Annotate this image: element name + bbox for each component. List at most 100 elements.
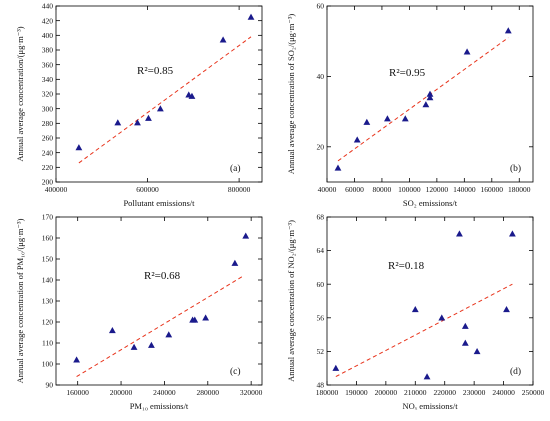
panel-4-y-tick-label: 48 [317, 381, 325, 390]
panel-2-x-tick-label: 100000 [398, 185, 421, 194]
panel-3-y-axis-title: Annual average concentration of PM₁₀/(μg… [15, 218, 25, 383]
panel-2-data-point [426, 94, 434, 101]
panel-3-data-point [165, 331, 173, 338]
panel-3-panel-label: (c) [230, 366, 241, 377]
panel-2-y-tick-label: 20 [317, 142, 325, 151]
panel-2-data-point [426, 90, 434, 97]
panel-2-plot-frame [326, 5, 534, 183]
panel-3-y-tick-label: 100 [42, 360, 54, 369]
panel-4-y-tick-label: 64 [317, 246, 325, 255]
panel-3-y-tick-label: 130 [42, 297, 54, 306]
panel-4-x-tick-label: 200000 [375, 388, 398, 397]
panel-1-data-point [134, 119, 141, 126]
panel-3-y-tick-label: 170 [42, 213, 54, 222]
panel-3-y-tick-label: 90 [46, 381, 54, 390]
panel-3-data-point [108, 327, 116, 334]
panel-1-y-tick-label: 440 [42, 2, 54, 11]
panel-2-x-tick-label: 80000 [373, 185, 392, 194]
panel-4-y-tick-label: 68 [317, 213, 325, 222]
panel-1-r2-annotation: R²=0.85 [137, 65, 174, 77]
panel-3-y-tick-label: 150 [42, 255, 54, 264]
panel-4-data-point [461, 339, 469, 346]
panel-1-data-point [247, 13, 255, 20]
panel-1-y-tick-label: 280 [42, 119, 54, 128]
panel-1-data-point [219, 36, 227, 43]
panel-1-y-tick-label: 420 [42, 16, 54, 25]
panel-2-data-point [384, 115, 391, 122]
panel-2-r2-annotation: R²=0.95 [389, 67, 426, 79]
panel-4-x-tick-label: 220000 [433, 388, 456, 397]
panel-1-y-tick-label: 200 [42, 178, 54, 187]
panel-3-x-tick-label: 200000 [110, 388, 133, 397]
panel-4-fit-line [335, 283, 513, 378]
panel-3-y-tick-label: 110 [42, 339, 53, 348]
panel-4-data-point [503, 306, 510, 313]
panel-4-data-point [438, 314, 446, 321]
panel-1-y-tick-label: 260 [42, 134, 54, 143]
panel-2-data-point [401, 115, 409, 122]
panel-1-y-tick-label: 220 [42, 163, 54, 172]
panel-2-y-axis-title: Annual average concentration of SO₂/(μg·… [286, 14, 296, 175]
panel-3-data-point [148, 341, 155, 348]
panel-3-y-tick-label: 140 [42, 276, 54, 285]
panel-2-x-tick-label: 180000 [508, 185, 531, 194]
panel-1-y-tick-label: 240 [42, 148, 54, 157]
panel-3-x-tick-label: 320000 [240, 388, 263, 397]
panel-2-x-tick-label: 160000 [481, 185, 504, 194]
panel-2-x-tick-label: 40000 [318, 185, 337, 194]
panel-4-x-tick-label: 210000 [404, 388, 427, 397]
panel-1-data-point [114, 119, 122, 126]
panel-3-fit-line [76, 275, 244, 378]
panel-2-data-point [363, 118, 371, 125]
panel-1-y-tick-label: 360 [42, 60, 54, 69]
panel-1-x-axis-title: Pollutant emissions/t [123, 198, 195, 208]
panel-2-panel-label: (b) [510, 163, 521, 174]
panel-4-data-point [411, 306, 419, 313]
panel-4-data-point [473, 348, 481, 355]
panel-2-fit-line [337, 37, 509, 162]
panel-1-y-tick-label: 380 [42, 46, 54, 55]
panel-4-y-axis-title: Annual average concentration of NO₂/(μg·… [286, 220, 296, 382]
panel-3-x-tick-label: 240000 [153, 388, 176, 397]
panel-4-data-point [456, 230, 463, 237]
panel-2-x-tick-label: 120000 [426, 185, 449, 194]
panel-1-y-axis-title: Annual average concentration/(μg·m⁻³) [15, 26, 25, 161]
panel-4-data-point [423, 373, 431, 380]
panel-4-x-axis-title: NOₓ emissions/t [402, 401, 458, 411]
panel-3-plot-frame [55, 216, 263, 386]
panel-4-x-tick-label: 180000 [316, 388, 339, 397]
panel-3-data-point [191, 316, 199, 323]
panel-2-data-point [334, 164, 342, 171]
panel-1-x-tick-label: 400000 [45, 185, 68, 194]
panel-1-y-tick-label: 320 [42, 90, 54, 99]
panel-3-data-point [202, 314, 210, 321]
panel-2-x-axis-title: SO₂ emissions/t [403, 198, 458, 208]
panel-4-r2-annotation: R²=0.18 [388, 260, 425, 272]
panel-4-y-tick-label: 56 [317, 313, 325, 322]
panel-4-x-tick-label: 250000 [522, 388, 545, 397]
panel-1-plot-frame [55, 5, 263, 183]
panel-1-data-point [75, 144, 83, 151]
panel-4-plot-frame [326, 216, 534, 386]
panel-3-r2-annotation: R²=0.68 [144, 270, 181, 282]
panel-1-data-point [145, 114, 152, 121]
panel-1-x-tick-label: 800000 [228, 185, 251, 194]
panel-3-x-axis-title: PM₁₀ emissions/t [130, 401, 189, 411]
panel-1-panel-label: (a) [230, 163, 241, 174]
panel-3-y-tick-label: 120 [42, 318, 54, 327]
panel-4-x-tick-label: 240000 [492, 388, 515, 397]
panel-1-data-point [156, 105, 164, 112]
panel-1-fit-line [78, 36, 252, 164]
panel-3-data-point [231, 259, 239, 266]
panel-3-data-point [73, 356, 80, 363]
panel-4-data-point [461, 322, 469, 329]
panel-4-x-tick-label: 230000 [463, 388, 486, 397]
panel-2-y-tick-label: 60 [317, 2, 325, 11]
panel-4-x-tick-label: 190000 [345, 388, 368, 397]
panel-4-data-point [509, 230, 516, 237]
panel-1-data-point [188, 92, 196, 99]
panel-2-data-point [353, 136, 361, 143]
panel-1-x-tick-label: 600000 [136, 185, 159, 194]
panel-2-x-tick-label: 140000 [453, 185, 476, 194]
